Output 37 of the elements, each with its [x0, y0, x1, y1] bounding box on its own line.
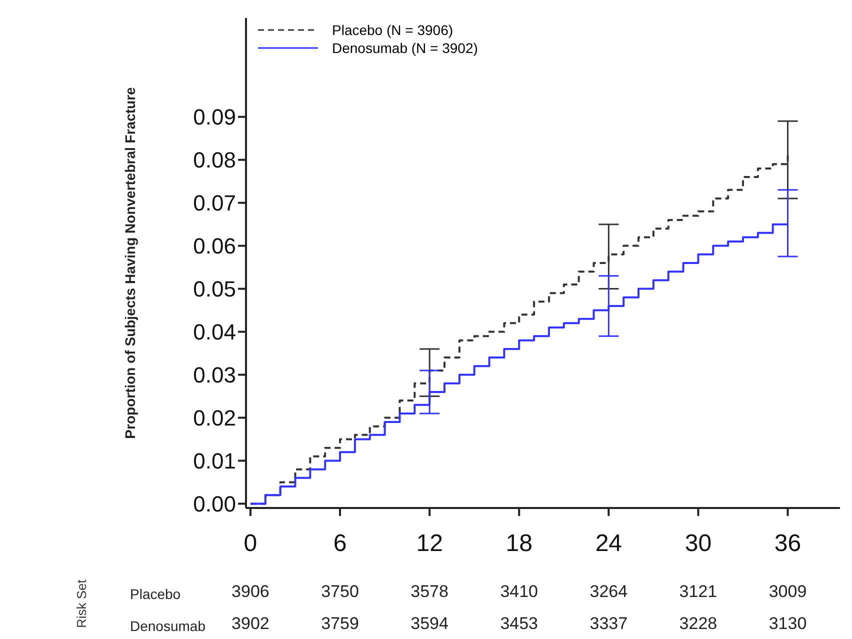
text: 3902: [230, 614, 270, 634]
y-axis-title: Proportion of Subjects Having Nonvertebral Fracture: [122, 86, 138, 439]
text: 3410: [499, 582, 540, 602]
text: 3130: [768, 614, 808, 634]
text: 3750: [320, 582, 360, 602]
text: Placebo: [130, 586, 181, 602]
text: 3906: [230, 582, 270, 602]
text: 3759: [320, 614, 360, 634]
legend-label: Denosumab (N = 3902): [332, 40, 478, 56]
text: 3594: [410, 614, 450, 634]
text: Denosumab: [130, 618, 206, 634]
text: 3228: [678, 614, 718, 634]
y-tick-label: 0.09: [193, 104, 236, 130]
y-tick-label: 0.01: [193, 448, 236, 474]
x-tick-label: 18: [506, 530, 532, 558]
text: 3453: [499, 614, 540, 634]
text: 3264: [588, 582, 629, 602]
text: 3121: [678, 582, 718, 602]
y-tick-label: 0.00: [193, 492, 236, 517]
x-tick-label: 24: [595, 530, 622, 558]
y-tick-label: 0.03: [193, 362, 236, 388]
text: Risk Set: [74, 580, 89, 628]
y-tick-label: 0.05: [193, 276, 236, 302]
y-tick-label: 0.04: [193, 320, 236, 345]
text: 3578: [410, 582, 450, 602]
x-tick-label: 12: [416, 530, 443, 558]
x-tick-label: 30: [684, 530, 712, 558]
x-tick-label: 6: [333, 530, 347, 558]
y-tick-label: 0.06: [193, 234, 236, 259]
y-tick-label: 0.08: [193, 148, 236, 173]
legend-label: Placebo (N = 3906): [332, 22, 454, 38]
x-tick-label: 0: [244, 530, 258, 558]
x-tick-label: 36: [774, 530, 802, 558]
text: 3009: [768, 582, 808, 602]
y-tick-label: 0.02: [193, 406, 236, 431]
text: 3337: [588, 614, 629, 634]
y-tick-label: 0.07: [193, 190, 236, 216]
